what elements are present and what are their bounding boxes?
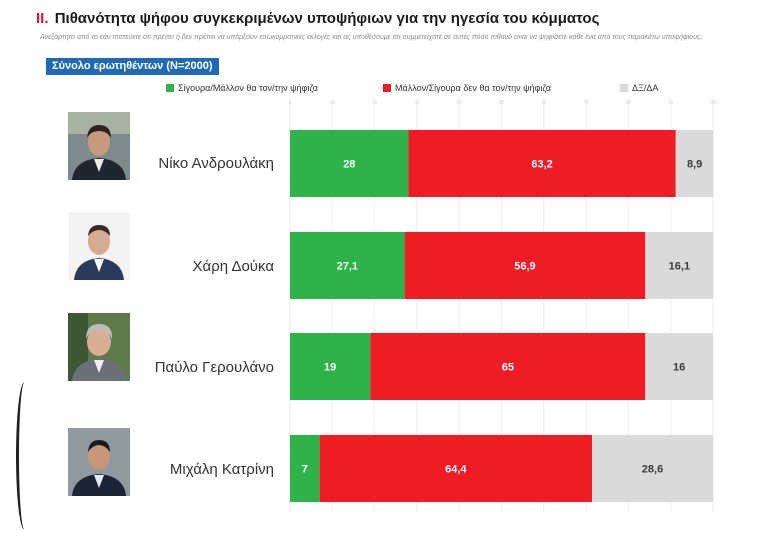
candidate-name-3: Παύλο Γερουλάνο bbox=[154, 359, 274, 376]
legend-item-not-vote: Μάλλον/Σίγουρα δεν θα τον/την ψήφιζα bbox=[383, 83, 551, 93]
chart-subtitle: Ανεξάρτητα από το εάν πιστεύετε ότι πρέπ… bbox=[40, 34, 703, 41]
frame-edge-decoration bbox=[16, 382, 33, 530]
x-tick-label: 50 bbox=[499, 100, 505, 106]
avatar-candidate-2 bbox=[68, 212, 130, 280]
data-label: 64,4 bbox=[445, 464, 467, 476]
portrait-image bbox=[68, 313, 130, 381]
legend-label: Σίγουρα/Μάλλον θα τον/την ψήφιζα bbox=[178, 83, 318, 93]
data-label: 16,1 bbox=[669, 261, 690, 273]
sample-size-badge: Σύνολο ερωτηθέντων (Ν=2000) bbox=[46, 58, 219, 75]
data-label: 27,1 bbox=[337, 261, 358, 273]
x-tick-label: 80 bbox=[626, 100, 632, 106]
x-tick-label: 30 bbox=[414, 100, 420, 106]
avatar-candidate-1 bbox=[68, 112, 130, 180]
bar-segment bbox=[290, 435, 320, 502]
legend-item-vote: Σίγουρα/Μάλλον θα τον/την ψήφιζα bbox=[166, 83, 318, 93]
data-label: 28,6 bbox=[642, 464, 663, 476]
x-tick-label: 0 bbox=[289, 100, 292, 106]
bar-segment bbox=[370, 333, 646, 400]
candidate-name-4: Μιχάλη Κατρίνη bbox=[169, 461, 274, 478]
portrait-image bbox=[68, 212, 130, 280]
bar-segment bbox=[645, 232, 714, 299]
x-tick-label: 10 bbox=[330, 100, 336, 106]
bar-segment bbox=[290, 333, 371, 400]
bar-segment bbox=[592, 435, 713, 502]
data-label: 16 bbox=[673, 362, 685, 374]
bar-segment bbox=[645, 333, 713, 400]
candidate-name-2: Χάρη Δούκα bbox=[192, 258, 274, 275]
x-tick-label: 100 bbox=[709, 100, 718, 106]
candidate-name-1: Νίκο Ανδρουλάκη bbox=[158, 155, 274, 172]
title-text: Πιθανότητα ψήφου συγκεκριμένων υποψήφιων… bbox=[54, 10, 600, 27]
portrait-image bbox=[68, 112, 130, 180]
section-number: ΙΙ. bbox=[36, 10, 49, 27]
legend-label: ΔΞ/ΔΑ bbox=[632, 83, 659, 93]
data-label: 65 bbox=[502, 362, 514, 374]
x-tick-label: 40 bbox=[456, 100, 462, 106]
legend-item-dk: ΔΞ/ΔΑ bbox=[620, 83, 658, 93]
legend-swatch-gray bbox=[620, 84, 628, 92]
bar-segment bbox=[290, 130, 409, 197]
x-tick-label: 70 bbox=[583, 100, 589, 106]
bar-segment bbox=[319, 435, 593, 502]
chart-title: ΙΙ. Πιθανότητα ψήφου συγκεκριμένων υποψή… bbox=[36, 10, 599, 27]
data-label: 28 bbox=[343, 159, 355, 171]
legend-swatch-red bbox=[383, 84, 391, 92]
data-label: 8,9 bbox=[687, 159, 702, 171]
bar-segment bbox=[408, 130, 676, 197]
data-label: 63,2 bbox=[531, 159, 552, 171]
avatar-candidate-3 bbox=[68, 313, 130, 381]
legend-swatch-green bbox=[166, 84, 174, 92]
x-tick-label: 20 bbox=[372, 100, 378, 106]
data-label: 7 bbox=[302, 464, 308, 476]
bar-segment bbox=[290, 232, 405, 299]
x-tick-label: 90 bbox=[668, 100, 674, 106]
data-label: 19 bbox=[324, 362, 336, 374]
bar-segment bbox=[404, 232, 646, 299]
x-tick-label: 60 bbox=[541, 100, 547, 106]
bar-segment bbox=[675, 130, 714, 197]
portrait-image bbox=[68, 428, 130, 496]
legend-label: Μάλλον/Σίγουρα δεν θα τον/την ψήφιζα bbox=[395, 83, 551, 93]
avatar-candidate-4 bbox=[68, 428, 130, 496]
data-label: 56,9 bbox=[514, 261, 535, 273]
